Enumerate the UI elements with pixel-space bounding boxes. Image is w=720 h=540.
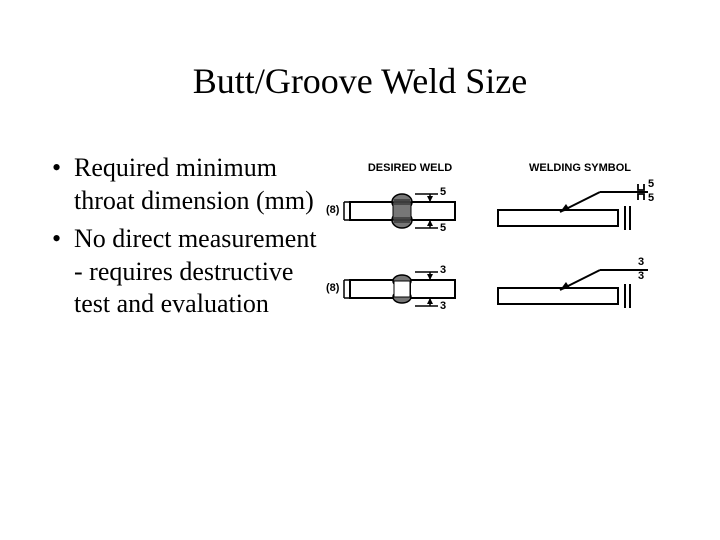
symbol-num: 5 — [648, 178, 654, 190]
weld-figure: DESIRED WELD WELDING SYMBOL — [330, 152, 670, 336]
dim-label: 5 — [440, 186, 446, 198]
thickness-label: (8) — [326, 204, 339, 216]
dim-label: 5 — [440, 222, 446, 234]
weld-symbol: 5 5 — [490, 180, 670, 242]
slide: Butt/Groove Weld Size Required minimum t… — [0, 0, 720, 540]
figure-row: 3 3 (8) 3 3 — [330, 258, 670, 320]
symbol-num: 5 — [648, 192, 654, 204]
page-title: Butt/Groove Weld Size — [50, 60, 670, 102]
figure-header-left: DESIRED WELD — [330, 162, 490, 174]
content-row: Required minimum throat dimension (mm) N… — [50, 152, 670, 336]
weld-diagram: 5 5 (8) — [330, 180, 490, 242]
bullet-list: Required minimum throat dimension (mm) N… — [50, 152, 318, 336]
bullet-item: Required minimum throat dimension (mm) — [50, 152, 318, 217]
weld-symbol: 3 3 — [490, 258, 670, 320]
figure-row: 5 5 (8) — [330, 180, 670, 242]
dim-label: 3 — [440, 300, 446, 312]
symbol-num: 3 — [638, 256, 644, 268]
thickness-label: (8) — [326, 282, 339, 294]
symbol-num: 3 — [638, 270, 644, 282]
dim-label: 3 — [440, 264, 446, 276]
weld-diagram: 3 3 (8) — [330, 258, 490, 320]
bullet-item: No direct measurement - requires destruc… — [50, 223, 318, 321]
figure-header-right: WELDING SYMBOL — [490, 162, 670, 174]
